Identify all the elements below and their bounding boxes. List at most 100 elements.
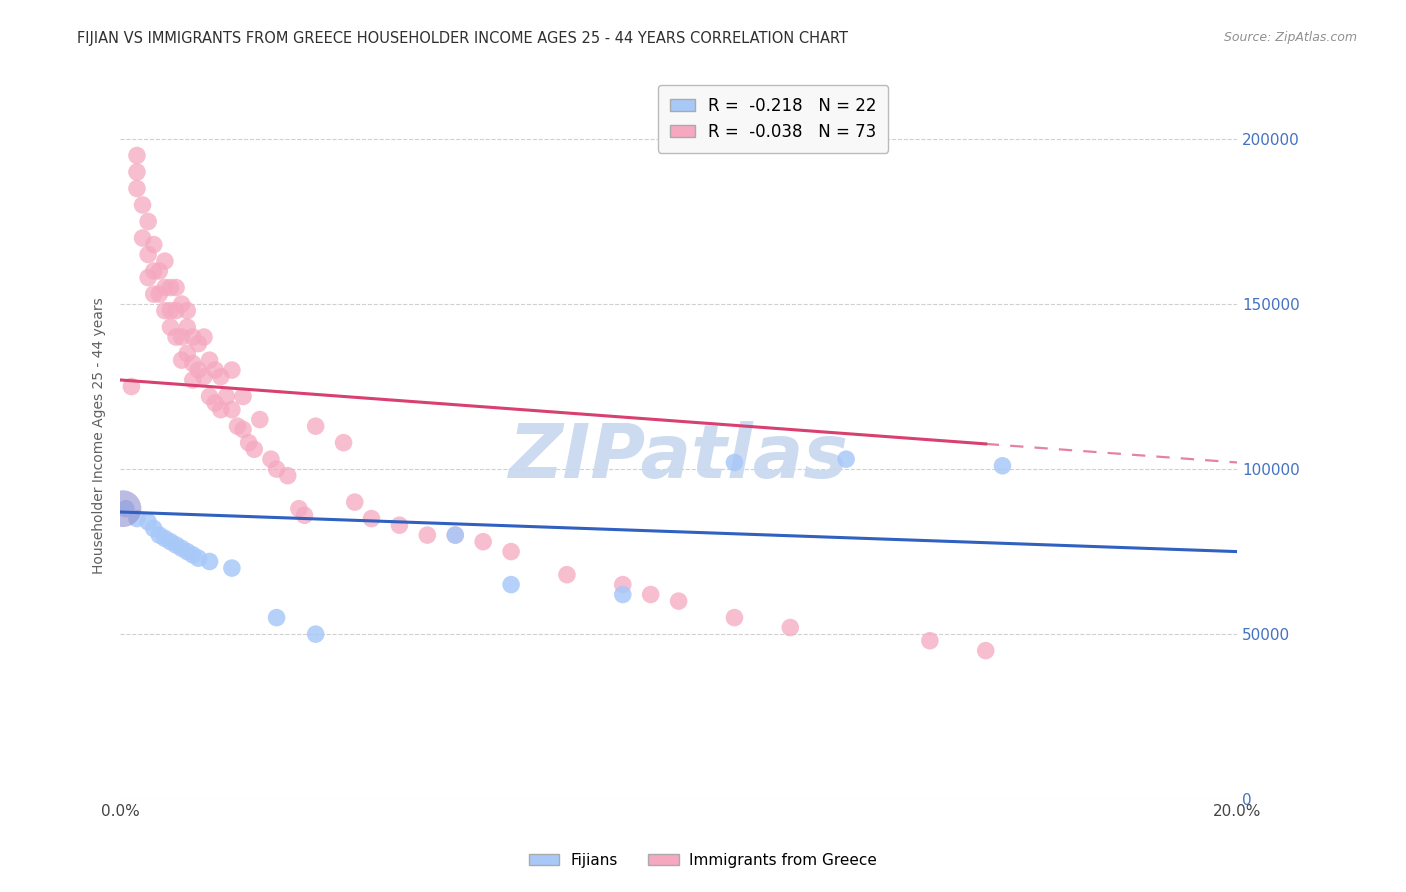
Point bbox=[136, 214, 159, 228]
Point bbox=[204, 363, 226, 377]
Point bbox=[332, 435, 354, 450]
Point bbox=[266, 610, 288, 624]
Point bbox=[148, 264, 170, 278]
Point bbox=[501, 544, 523, 558]
Point bbox=[198, 554, 221, 568]
Point bbox=[181, 330, 204, 344]
Point bbox=[125, 165, 148, 179]
Point bbox=[779, 620, 801, 634]
Point bbox=[294, 508, 316, 523]
Point bbox=[176, 303, 198, 318]
Point bbox=[159, 320, 181, 334]
Point bbox=[198, 389, 221, 403]
Point bbox=[159, 280, 181, 294]
Point bbox=[243, 442, 266, 457]
Point bbox=[136, 515, 159, 529]
Point bbox=[193, 369, 215, 384]
Point bbox=[148, 528, 170, 542]
Point bbox=[555, 567, 578, 582]
Point bbox=[136, 270, 159, 285]
Point bbox=[165, 538, 187, 552]
Point bbox=[198, 353, 221, 368]
Point bbox=[221, 363, 243, 377]
Point bbox=[153, 532, 176, 546]
Point bbox=[238, 435, 260, 450]
Point bbox=[170, 541, 193, 556]
Point bbox=[501, 577, 523, 591]
Legend: R =  -0.218   N = 22, R =  -0.038   N = 73: R = -0.218 N = 22, R = -0.038 N = 73 bbox=[658, 85, 889, 153]
Point bbox=[918, 633, 941, 648]
Point bbox=[136, 247, 159, 261]
Point bbox=[131, 231, 153, 245]
Point bbox=[125, 181, 148, 195]
Point bbox=[388, 518, 411, 533]
Point bbox=[226, 419, 249, 434]
Point bbox=[153, 303, 176, 318]
Point bbox=[111, 501, 134, 516]
Point bbox=[176, 544, 198, 558]
Point bbox=[131, 198, 153, 212]
Point bbox=[120, 379, 142, 393]
Point bbox=[170, 330, 193, 344]
Point bbox=[148, 287, 170, 301]
Point bbox=[215, 389, 238, 403]
Text: Source: ZipAtlas.com: Source: ZipAtlas.com bbox=[1223, 31, 1357, 45]
Point bbox=[181, 548, 204, 562]
Point bbox=[159, 534, 181, 549]
Y-axis label: Householder Income Ages 25 - 44 years: Householder Income Ages 25 - 44 years bbox=[93, 298, 107, 574]
Point bbox=[723, 455, 745, 469]
Point bbox=[343, 495, 366, 509]
Point bbox=[232, 389, 254, 403]
Point bbox=[170, 297, 193, 311]
Point bbox=[193, 330, 215, 344]
Point bbox=[221, 402, 243, 417]
Point bbox=[165, 280, 187, 294]
Point bbox=[288, 501, 311, 516]
Point bbox=[612, 577, 634, 591]
Point bbox=[181, 373, 204, 387]
Point bbox=[835, 452, 858, 467]
Point bbox=[159, 303, 181, 318]
Point bbox=[640, 587, 662, 601]
Point bbox=[125, 148, 148, 162]
Point bbox=[114, 501, 136, 516]
Point bbox=[142, 264, 165, 278]
Point bbox=[125, 511, 148, 525]
Point bbox=[991, 458, 1014, 473]
Point bbox=[305, 419, 328, 434]
Point bbox=[974, 643, 997, 657]
Point bbox=[187, 363, 209, 377]
Point bbox=[723, 610, 745, 624]
Text: ZIPatlas: ZIPatlas bbox=[509, 421, 849, 494]
Point bbox=[142, 237, 165, 252]
Point bbox=[444, 528, 467, 542]
Point bbox=[153, 254, 176, 268]
Point bbox=[176, 320, 198, 334]
Point bbox=[165, 303, 187, 318]
Legend: Fijians, Immigrants from Greece: Fijians, Immigrants from Greece bbox=[523, 847, 883, 873]
Point bbox=[305, 627, 328, 641]
Point bbox=[612, 587, 634, 601]
Point bbox=[232, 422, 254, 436]
Point bbox=[187, 336, 209, 351]
Point bbox=[360, 511, 382, 525]
Point bbox=[277, 468, 299, 483]
Point bbox=[668, 594, 690, 608]
Point bbox=[472, 534, 495, 549]
Text: FIJIAN VS IMMIGRANTS FROM GREECE HOUSEHOLDER INCOME AGES 25 - 44 YEARS CORRELATI: FIJIAN VS IMMIGRANTS FROM GREECE HOUSEHO… bbox=[77, 31, 848, 46]
Point bbox=[260, 452, 283, 467]
Point bbox=[165, 330, 187, 344]
Point bbox=[170, 353, 193, 368]
Point bbox=[142, 521, 165, 535]
Point bbox=[221, 561, 243, 575]
Point bbox=[416, 528, 439, 542]
Point bbox=[142, 287, 165, 301]
Point bbox=[153, 280, 176, 294]
Point bbox=[209, 369, 232, 384]
Point bbox=[176, 346, 198, 360]
Point bbox=[181, 356, 204, 370]
Point bbox=[204, 396, 226, 410]
Point bbox=[249, 412, 271, 426]
Point bbox=[209, 402, 232, 417]
Point bbox=[187, 551, 209, 566]
